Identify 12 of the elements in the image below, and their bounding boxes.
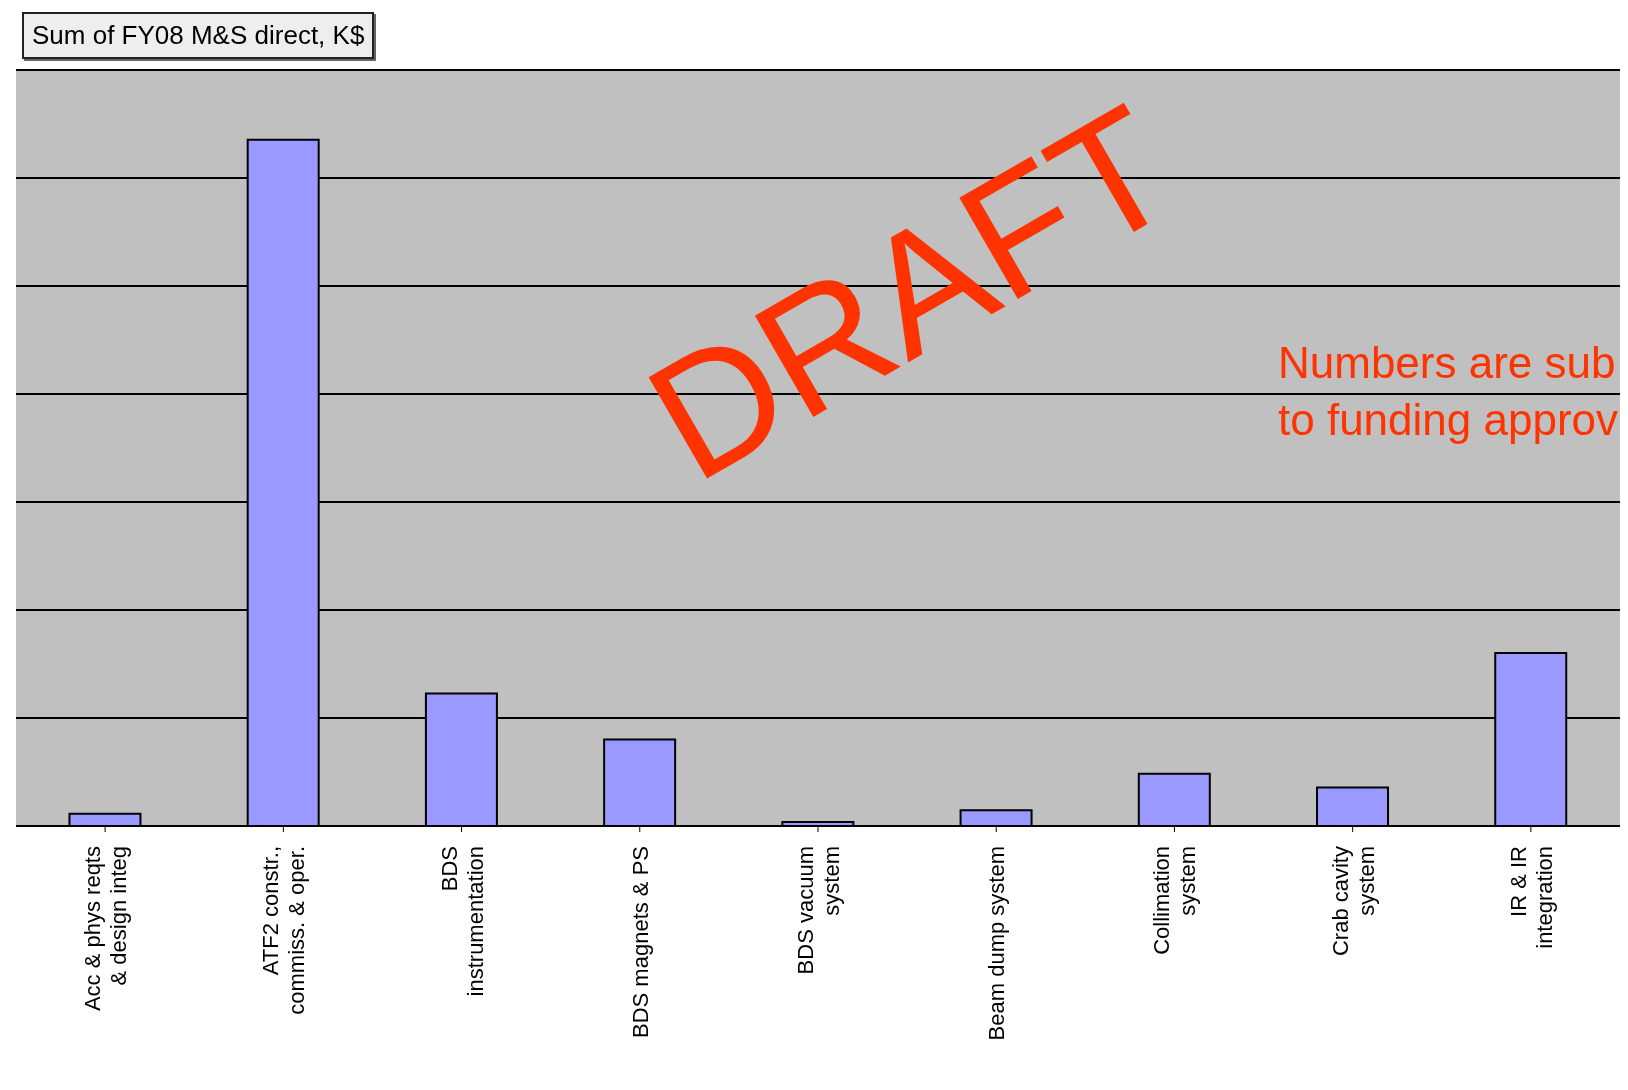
x-tick-label: BDS vacuum system <box>793 846 844 975</box>
x-tick-label: IR & IR integration <box>1505 846 1557 949</box>
x-tick-label: ATF2 constr., commiss. & oper. <box>258 846 310 1015</box>
x-tick-label: BDS magnets & PS <box>627 846 653 1038</box>
x-tick-label: Beam dump system <box>984 846 1010 1041</box>
x-tick-label: Crab cavity system <box>1327 846 1379 957</box>
x-tick-label: BDS instrumentation <box>436 846 488 997</box>
x-tick-label: Collimation system <box>1149 846 1201 955</box>
x-tick-label: Acc & phys reqts & design integ <box>80 846 132 1012</box>
chart-title: Sum of FY08 M&S direct, K$ <box>22 12 375 59</box>
annotation: Numbers are sub <box>1278 337 1617 389</box>
annotation: to funding approv <box>1278 394 1619 447</box>
